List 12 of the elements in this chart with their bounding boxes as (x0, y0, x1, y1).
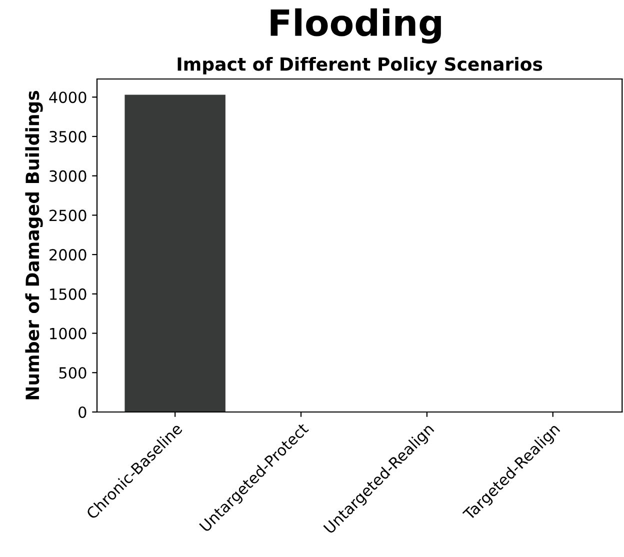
y-tick-label: 4000 (49, 92, 86, 104)
y-axis-title: Number of Damaged Buildings (25, 90, 43, 400)
y-tick-label: 2500 (50, 210, 86, 222)
y-tick-label: 0 (78, 406, 86, 418)
y-tick-label: 3000 (50, 170, 86, 182)
y-tick-label: 1500 (50, 288, 86, 300)
chart-title: Flooding (270, 8, 441, 44)
y-tick-label: 3500 (50, 130, 86, 142)
chart-subtitle: Impact of Different Policy Scenarios (178, 56, 542, 75)
y-tick-label: 500 (59, 367, 86, 379)
y-tick-label: 2000 (50, 249, 86, 261)
y-tick-label: 1000 (50, 328, 86, 340)
